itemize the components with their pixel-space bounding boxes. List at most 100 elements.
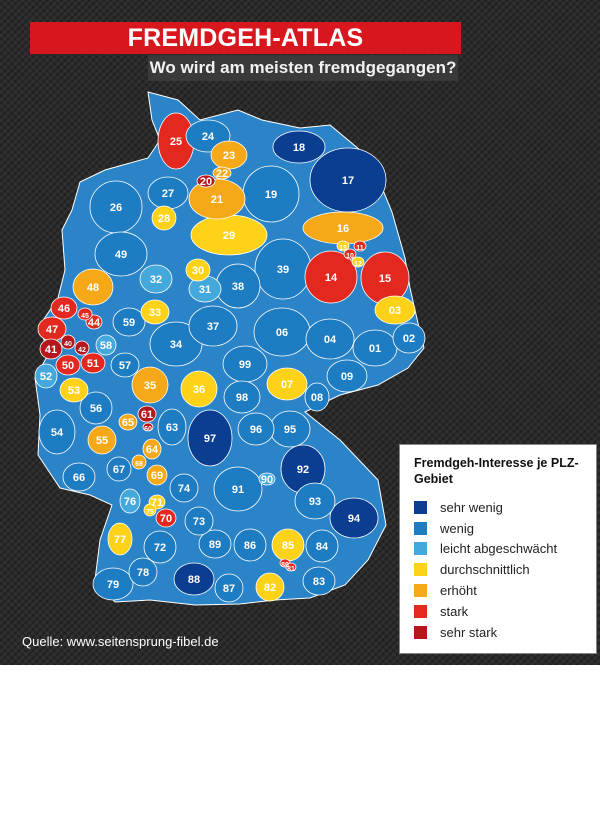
plz-region-97	[187, 409, 233, 467]
plz-label-35: 35	[144, 380, 156, 392]
plz-region-50	[55, 354, 81, 376]
plz-label-38: 38	[232, 281, 244, 293]
plz-region-10	[343, 248, 357, 260]
plz-label-42: 42	[78, 347, 86, 354]
plz-region-58	[95, 334, 117, 356]
plz-label-37: 37	[207, 321, 219, 333]
plz-label-25: 25	[170, 136, 182, 148]
plz-label-66: 66	[73, 472, 85, 484]
plz-label-16: 16	[337, 223, 349, 235]
plz-label-58: 58	[100, 340, 112, 352]
plz-region-02	[392, 322, 426, 354]
plz-region-84	[305, 529, 339, 563]
plz-label-26: 26	[110, 202, 122, 214]
plz-label-63: 63	[166, 422, 178, 434]
plz-label-59: 59	[123, 317, 135, 329]
plz-label-93: 93	[309, 496, 321, 508]
plz-label-12: 12	[354, 261, 362, 268]
plz-label-21: 21	[211, 194, 223, 206]
plz-region-74	[169, 473, 199, 503]
plz-region-12	[351, 256, 365, 268]
plz-region-08	[304, 382, 330, 412]
plz-label-75: 75	[146, 509, 154, 516]
legend-label: erhöht	[440, 583, 477, 599]
plz-region-28	[151, 205, 177, 231]
plz-label-28: 28	[158, 213, 170, 225]
plz-region-21	[188, 178, 246, 220]
plz-region-30	[185, 258, 211, 282]
plz-label-78: 78	[137, 567, 149, 579]
plz-region-67	[106, 456, 132, 482]
plz-label-14: 14	[325, 272, 338, 284]
plz-region-20	[196, 174, 216, 188]
plz-label-52: 52	[40, 371, 52, 383]
plz-label-92: 92	[297, 464, 309, 476]
legend-label: sehr wenig	[440, 499, 503, 515]
plz-region-18	[272, 130, 326, 164]
plz-region-07	[266, 367, 308, 401]
map-subtitle: Wo wird am meisten fremdgegangen?	[149, 58, 457, 77]
plz-label-40: 40	[64, 341, 72, 348]
legend-item: stark	[414, 601, 584, 622]
plz-label-80: 80	[281, 562, 289, 569]
plz-label-53: 53	[68, 385, 80, 397]
plz-label-07: 07	[281, 379, 293, 391]
plz-region-63	[157, 408, 187, 446]
plz-label-46: 46	[58, 303, 70, 315]
plz-label-15: 15	[379, 273, 391, 285]
plz-region-66	[62, 462, 96, 492]
plz-label-82: 82	[264, 582, 276, 594]
legend-title: Fremdgeh-Interesse je PLZ-Gebiet	[414, 456, 579, 486]
plz-region-45	[77, 307, 93, 321]
plz-region-46	[50, 296, 78, 320]
plz-region-51	[80, 352, 106, 374]
plz-region-88	[173, 562, 215, 596]
plz-region-42	[74, 340, 90, 356]
legend-item: erhöht	[414, 580, 584, 601]
plz-region-94	[329, 497, 379, 539]
plz-label-48: 48	[87, 282, 99, 294]
plz-label-97: 97	[204, 433, 216, 445]
plz-label-65: 65	[122, 417, 134, 429]
plz-region-69	[146, 464, 168, 486]
legend-label: durchschnittlich	[440, 562, 530, 578]
plz-label-81: 81	[287, 566, 295, 573]
legend-swatch	[414, 625, 427, 639]
plz-label-08: 08	[311, 392, 323, 404]
plz-region-48	[72, 268, 114, 306]
plz-region-56	[79, 391, 113, 425]
subtitle-banner: Wo wird am meisten fremdgegangen?	[148, 55, 458, 81]
title-banner: FREMDGEH-ATLAS DEUTSCHLAND	[30, 22, 461, 84]
plz-label-11: 11	[356, 245, 364, 252]
plz-region-83	[302, 566, 336, 596]
plz-label-44: 44	[88, 317, 101, 329]
legend-item: sehr stark	[414, 622, 584, 643]
plz-label-89: 89	[209, 539, 221, 551]
plz-region-32	[139, 264, 173, 294]
plz-region-41	[39, 338, 63, 360]
plz-label-03: 03	[389, 305, 401, 317]
plz-region-82	[255, 572, 285, 602]
plz-label-10: 10	[346, 253, 354, 260]
plz-label-86: 86	[244, 540, 256, 552]
plz-region-35	[131, 366, 169, 404]
plz-label-18: 18	[293, 142, 305, 154]
plz-label-84: 84	[316, 541, 329, 553]
legend-label: wenig	[440, 520, 474, 536]
legend-swatch	[414, 563, 427, 577]
plz-label-36: 36	[193, 384, 205, 396]
legend-swatch	[414, 521, 427, 535]
plz-regions	[34, 112, 426, 603]
plz-label-41: 41	[45, 344, 57, 356]
plz-label-96: 96	[250, 424, 262, 436]
plz-label-17: 17	[342, 175, 354, 187]
plz-region-98	[223, 380, 261, 414]
plz-label-22: 22	[216, 168, 228, 180]
plz-label-77: 77	[114, 534, 126, 546]
plz-label-98: 98	[236, 392, 248, 404]
legend-item: wenig	[414, 518, 584, 539]
plz-region-90	[258, 472, 276, 486]
plz-label-55: 55	[96, 435, 108, 447]
plz-label-49: 49	[115, 249, 127, 261]
plz-label-60: 60	[144, 426, 152, 433]
